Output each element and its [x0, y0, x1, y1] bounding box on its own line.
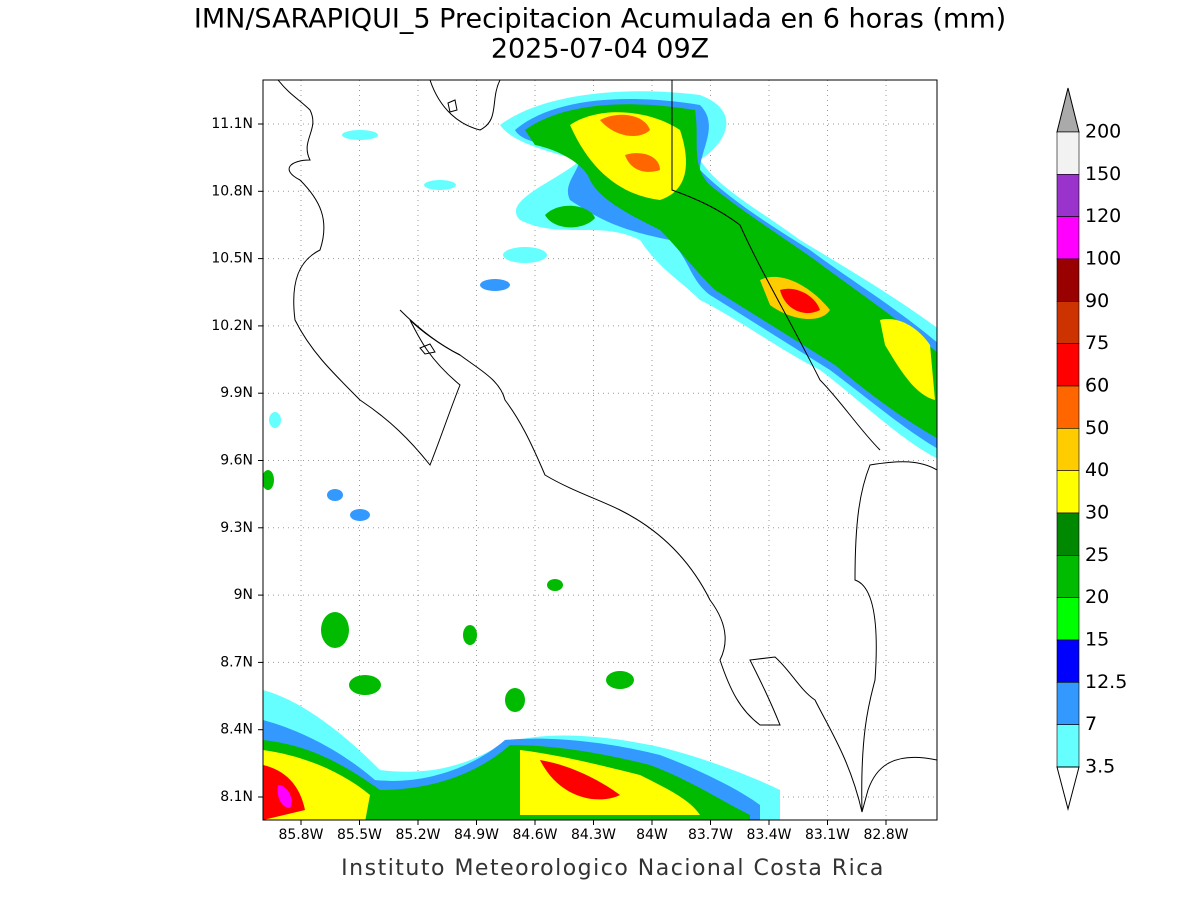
grid [263, 80, 937, 820]
lon-label: 85.8W [278, 827, 323, 843]
axes: 11.1N 10.8N 10.5N 10.2N 9.9N 9.6N 9.3N 9N 8.7N 8.… [211, 116, 908, 843]
lat-label: 8.4N [220, 722, 253, 738]
colorbar-label: 75 [1085, 332, 1109, 354]
colorbar-box [1056, 385, 1080, 429]
colorbar-label: 3.5 [1085, 756, 1115, 778]
precipitation [263, 91, 937, 820]
colorbar-over [1056, 87, 1080, 133]
lon-label: 84.3W [571, 827, 616, 843]
lon-label: 83.4W [746, 827, 791, 843]
colorbar-label: 30 [1085, 502, 1109, 524]
colorbar-box [1056, 682, 1080, 725]
colorbar-box [1056, 470, 1080, 514]
colorbar-label: 90 [1085, 290, 1109, 312]
footer: Instituto Meteorologico Nacional Costa R… [341, 856, 885, 881]
title: IMN/SARAPIQUI_5 Precipitacion Acumulada … [194, 4, 1006, 35]
colorbar-label: 25 [1085, 544, 1109, 566]
lat-label: 11.1N [211, 116, 253, 132]
colorbar-box [1056, 597, 1080, 641]
lon-label: 83.7W [688, 827, 733, 843]
map-frame [262, 79, 938, 821]
colorbar: 200 150 120 100 90 75 60 50 40 30 25 20 15 12.5 7 3.5 [1056, 87, 1127, 811]
lon-label: 83.1W [805, 827, 850, 843]
colorbar-label: 120 [1085, 205, 1121, 227]
colorbar-box [1056, 555, 1080, 598]
colorbar-label: 7 [1085, 713, 1097, 735]
colorbar-box [1056, 639, 1080, 683]
colorbar-box [1056, 216, 1080, 260]
colorbar-box [1056, 512, 1080, 556]
colorbar-under [1056, 766, 1080, 811]
colorbar-box [1056, 174, 1080, 217]
colorbar-box [1056, 258, 1080, 302]
colorbar-label: 100 [1085, 248, 1121, 270]
lat-label: 8.1N [220, 789, 253, 805]
colorbar-label: 60 [1085, 375, 1109, 397]
lat-label: 10.8N [211, 183, 253, 199]
lon-label: 84.9W [454, 827, 499, 843]
colorbar-box [1056, 131, 1080, 175]
lat-label: 9N [234, 587, 253, 603]
colorbar-label: 40 [1085, 459, 1109, 481]
colorbar-label: 20 [1085, 586, 1109, 608]
subtitle: 2025-07-04 09Z [491, 34, 709, 65]
lon-label: 84W [636, 827, 668, 843]
colorbar-label: 15 [1085, 629, 1109, 651]
lon-label: 85.5W [337, 827, 382, 843]
lon-label: 82.8W [863, 827, 908, 843]
lat-label: 8.7N [220, 654, 253, 670]
colorbar-label: 50 [1085, 417, 1109, 439]
colorbar-box [1056, 343, 1080, 387]
colorbar-label: 150 [1085, 163, 1121, 185]
lat-label: 9.3N [220, 520, 253, 536]
colorbar-box [1056, 428, 1080, 471]
lon-label: 84.6W [512, 827, 557, 843]
colorbar-label: 12.5 [1085, 671, 1127, 693]
lat-label: 10.2N [211, 318, 253, 334]
colorbar-box [1056, 724, 1080, 768]
lon-label: 85.2W [395, 827, 440, 843]
lat-label: 9.9N [220, 385, 253, 401]
lat-label: 10.5N [211, 251, 253, 267]
lat-label: 9.6N [220, 453, 253, 469]
colorbar-box [1056, 301, 1080, 344]
colorbar-label: 200 [1085, 121, 1121, 143]
coastlines [277, 80, 937, 813]
